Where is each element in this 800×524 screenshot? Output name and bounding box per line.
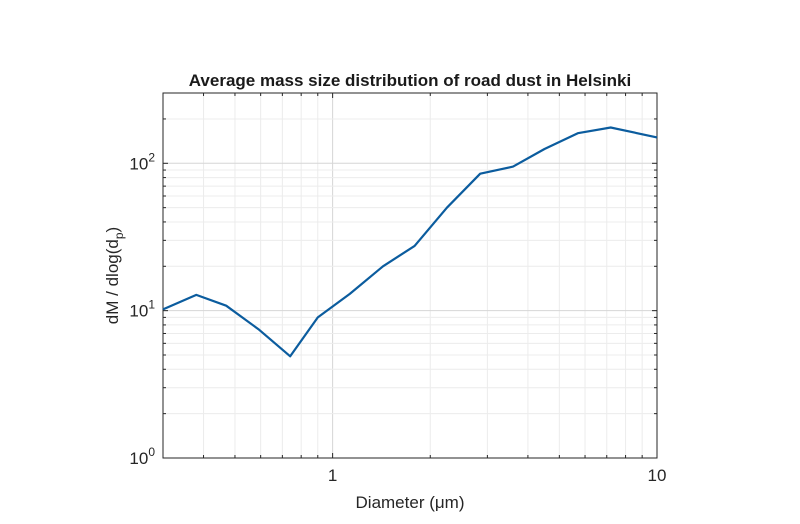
y-tick-label: 100 xyxy=(129,445,155,468)
x-tick-labels: 1 10 xyxy=(328,466,667,485)
y-axis-label: dM / dlog(dp) xyxy=(103,227,126,324)
chart-title: Average mass size distribution of road d… xyxy=(189,71,631,90)
x-axis-label: Diameter (μm) xyxy=(356,493,465,512)
series-group xyxy=(162,126,658,358)
y-tick-label: 102 xyxy=(129,150,155,173)
y-tick-labels: 100 101 102 xyxy=(129,150,155,468)
x-tick-label: 10 xyxy=(648,466,667,485)
x-tick-label: 1 xyxy=(328,466,337,485)
series-line xyxy=(162,126,658,358)
plot-border xyxy=(162,92,658,459)
y-tick-label: 101 xyxy=(129,298,155,321)
plot-area xyxy=(163,93,657,458)
